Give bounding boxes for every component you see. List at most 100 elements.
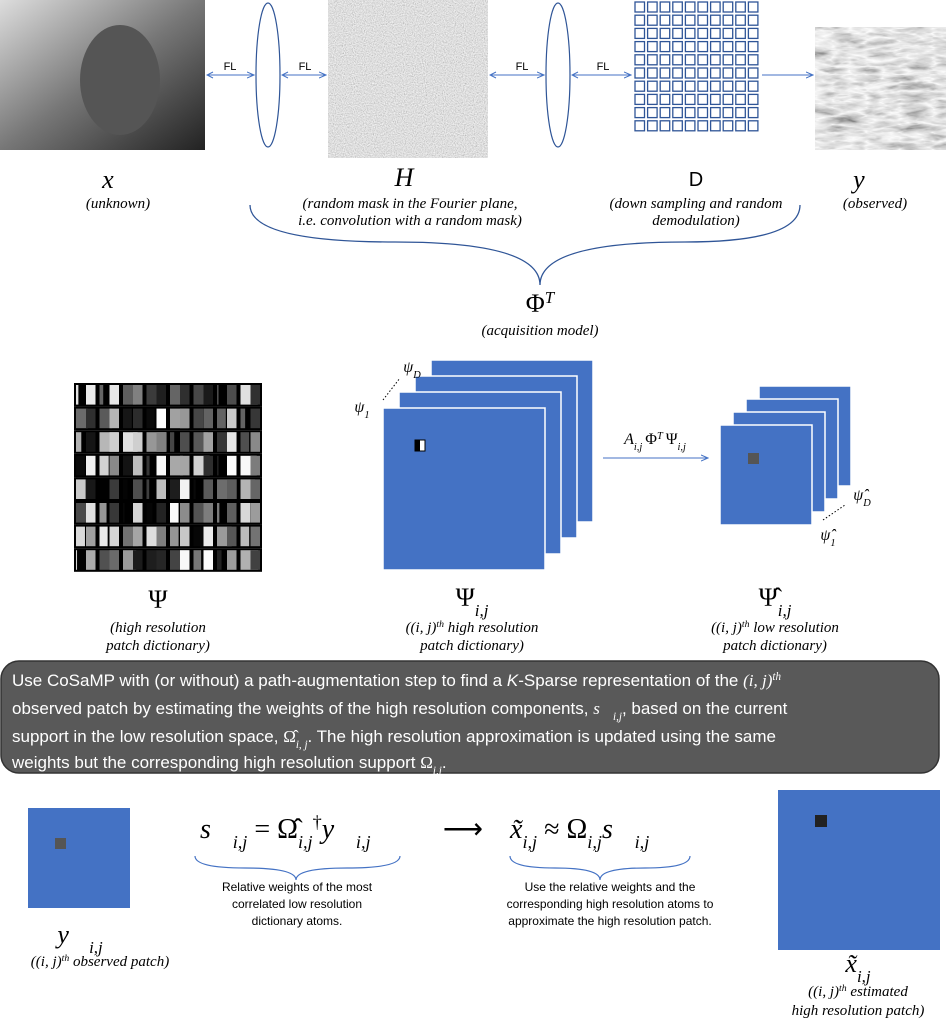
atom-tile [133,432,143,452]
atom-tile [227,409,237,429]
caption: low resolution [749,620,838,636]
atom-tile [204,550,214,570]
grid-cell [711,81,721,91]
grid-cell [648,121,658,131]
atom-tile [86,456,96,476]
atom-tile [86,432,96,452]
grid-cell [685,121,695,131]
grid-cell [635,42,645,52]
grid-cell [736,2,746,12]
grid-cell [635,81,645,91]
grid-cell [736,42,746,52]
atom-tile [217,385,219,405]
caption: ((i, j)th low resolution [711,619,839,637]
atom-label: ψ1 [354,399,369,421]
atom-tile [194,479,196,499]
atom-tile [170,503,179,523]
atom-label: ψD [403,359,421,381]
grid-cell [635,68,645,78]
grid-cell [673,15,683,25]
grid-cell [635,15,645,25]
caption: high resolution patch) [792,1003,925,1019]
high-res-stack [383,360,593,570]
subscript: i,j [857,967,871,986]
atom-tile [227,527,237,547]
subscript: 1 [830,538,835,549]
grid-cell [711,2,721,12]
grid-cell [635,2,645,12]
grid-cell [698,121,708,131]
grid-cell [748,81,758,91]
lens [256,3,280,147]
dictionary-image [74,383,262,572]
subscript: i,j [233,832,248,852]
atom-tile [147,409,155,429]
atom-tile [147,550,157,570]
symbol: Ψ [148,585,168,614]
text: weights but the corresponding high resol… [11,753,420,772]
atom-tile [241,503,251,523]
math: Φ [645,431,657,448]
atom-tile [204,385,214,405]
atom-tile [227,550,237,570]
caption: demodulation) [652,213,740,229]
input-image-detail [80,25,160,135]
estimated-patch [778,790,940,950]
dots [383,378,400,400]
grid-cell [648,81,658,91]
subscript: i,j [356,832,371,852]
patch [748,453,759,464]
grid-cell [711,55,721,65]
caption: ((i, j) [406,620,437,636]
grid-cell [698,55,708,65]
grid-cell [660,81,670,91]
grid-cell [685,94,695,104]
grid-cell [673,55,683,65]
symbol: ΦT [526,288,556,319]
grid-cell [660,42,670,52]
math: s⃗ [593,699,613,718]
subscript: i,j [678,442,686,453]
caption: i.e. convolution with a random mask) [298,213,522,229]
caption: ((i, j) [711,620,742,636]
superscript: † [313,812,322,832]
atom-tile [157,527,167,547]
sampling-grid [635,2,758,131]
text: . [442,753,447,772]
subscript: i,j [613,711,622,723]
patch [415,440,420,451]
caption: ((i, j)th high resolution [406,619,539,637]
math: (i, j) [743,671,773,690]
grid-cell [648,55,658,65]
atom-tile [180,456,190,476]
atom-tile [180,503,190,523]
grid-cell [635,108,645,118]
grid-cell [685,55,695,65]
atom-tile [217,550,222,570]
atom-tile [180,385,190,405]
grid-cell [648,28,658,38]
grid-cell [723,28,733,38]
atom-tile [86,385,96,405]
lens [546,3,570,147]
grid-cell [698,28,708,38]
grid-cell [673,42,683,52]
atom-tile [123,479,128,499]
text: Use CoSaMP with (or without) a path-augm… [12,671,507,690]
atom-tile [157,550,167,570]
atom-tile [133,479,143,499]
atom-tile [157,479,167,499]
atom-tile [110,479,120,499]
atom-tile [251,527,261,547]
subscript: i,j [433,765,442,777]
description: approximate the high resolution patch. [508,914,711,928]
superscript: th [839,983,847,994]
grid-cell [698,15,708,25]
atom-tile [227,432,237,452]
grid-cell [698,81,708,91]
grid-cell [711,94,721,104]
atom-tile [251,432,261,452]
arrow: ⟶ [443,814,483,845]
caption: ((i, j) [808,984,839,1000]
atom-tile [194,550,202,570]
